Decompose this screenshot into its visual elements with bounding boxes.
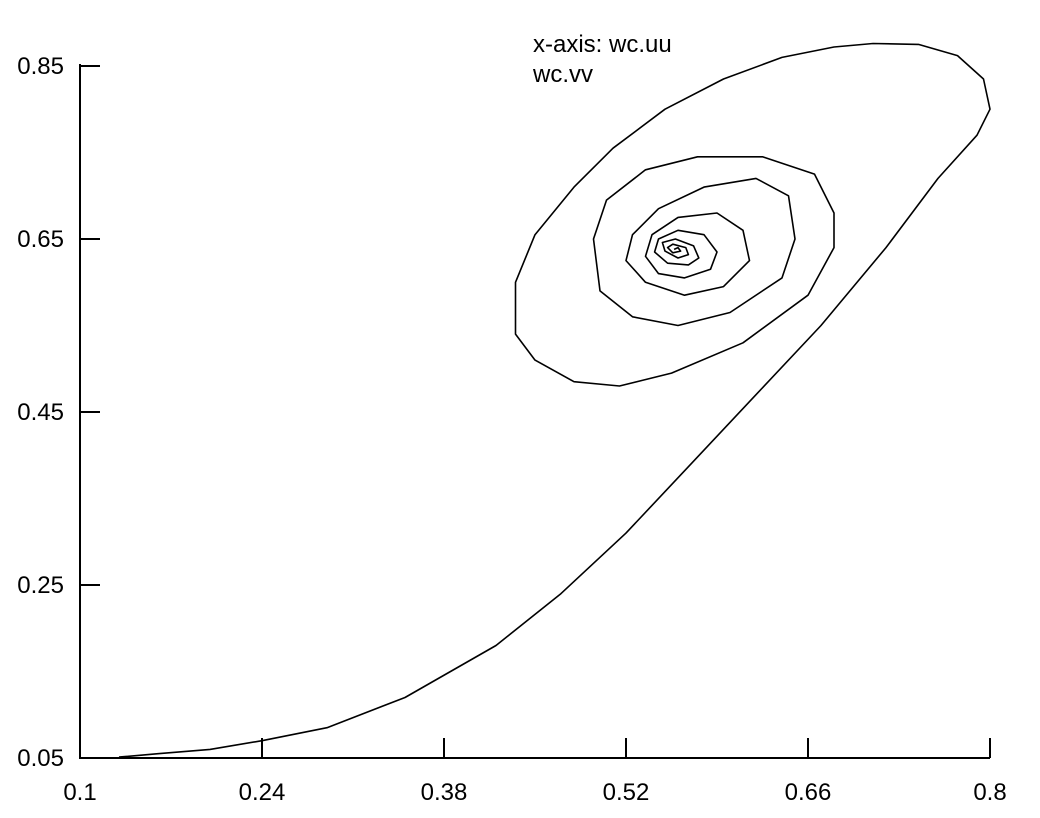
x-tick-label: 0.8 xyxy=(973,779,1006,806)
legend-line-1: x-axis: wc.uu xyxy=(533,31,672,58)
y-tick-label: 0.25 xyxy=(17,572,64,599)
x-tick-label: 0.52 xyxy=(603,779,650,806)
y-tick-label: 0.65 xyxy=(17,226,64,253)
x-tick-label: 0.1 xyxy=(63,779,96,806)
y-tick-label: 0.45 xyxy=(17,399,64,426)
y-tick-label: 0.85 xyxy=(17,53,64,80)
y-axis-ticks: 0.05 0.25 0.45 0.65 0.85 xyxy=(17,53,100,772)
x-axis-ticks: 0.1 0.24 0.38 0.52 0.66 0.8 xyxy=(63,738,1007,806)
series-line-0 xyxy=(118,42,991,758)
legend-line-2: wc.vv xyxy=(532,61,593,88)
x-tick-label: 0.66 xyxy=(785,779,832,806)
y-tick-label: 0.05 xyxy=(17,745,64,772)
x-tick-label: 0.24 xyxy=(239,779,286,806)
x-tick-label: 0.38 xyxy=(421,779,468,806)
series-layer xyxy=(118,42,991,758)
